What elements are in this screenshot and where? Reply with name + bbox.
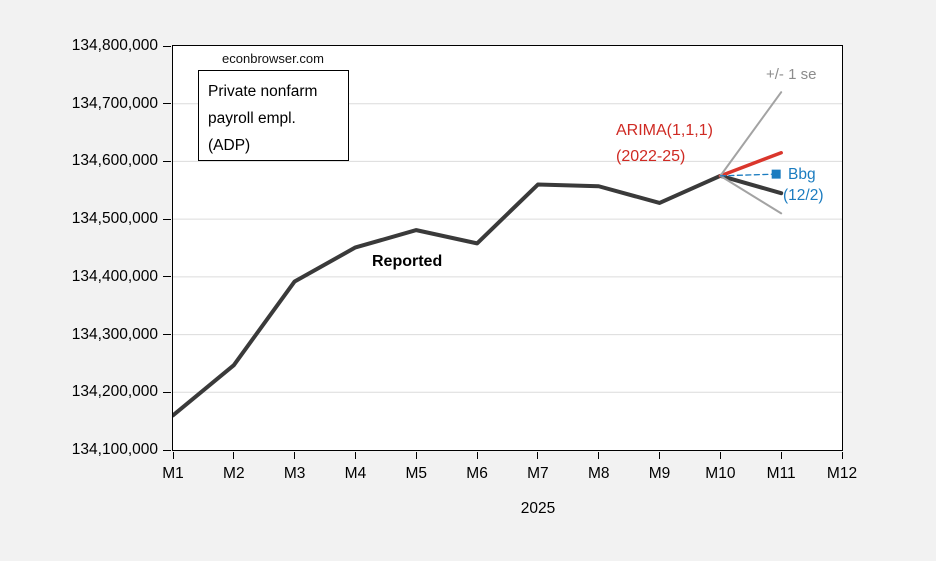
x-tick-label: M12 <box>826 465 858 482</box>
arima-label-line: ARIMA(1,1,1) <box>616 122 713 139</box>
series--1-se <box>719 174 783 215</box>
series--1-se <box>719 91 783 177</box>
reported-series-label: Reported <box>372 253 443 270</box>
x-tick-label: M3 <box>283 465 306 482</box>
x-tick-label: M5 <box>405 465 428 482</box>
series-arima-1-1-1-2022-25-forecast <box>718 151 783 178</box>
x-tick <box>172 452 174 459</box>
x-tick-label: M9 <box>648 465 671 482</box>
y-tick <box>163 45 171 47</box>
chart-title-line: payroll empl. <box>208 110 296 127</box>
x-tick-label: M2 <box>223 465 245 482</box>
x-tick-label: M7 <box>527 465 549 482</box>
standard-error-label: +/- 1 se <box>766 66 817 83</box>
chart-title-line: (ADP) <box>208 137 251 154</box>
x-tick <box>659 452 661 459</box>
y-tick <box>163 103 171 105</box>
watermark-econbrowser: econbrowser.com <box>222 51 324 66</box>
chart-title-box: Private nonfarm payroll empl. (ADP) <box>198 70 349 161</box>
y-tick <box>163 334 171 336</box>
y-tick-label: 134,100,000 <box>71 441 158 458</box>
series-reported <box>173 173 784 418</box>
y-tick <box>163 449 171 451</box>
chart-title-line: Private nonfarm <box>208 83 318 100</box>
x-tick <box>537 452 539 459</box>
arima-series-label: ARIMA(1,1,1) (2022-25) <box>616 118 713 170</box>
x-tick-label: M10 <box>705 465 736 482</box>
x-tick <box>841 452 843 459</box>
x-tick <box>476 452 478 459</box>
x-tick <box>415 452 417 459</box>
x-axis-title: 2025 <box>520 500 556 517</box>
y-tick <box>163 391 171 393</box>
y-tick-label: 134,200,000 <box>71 383 158 401</box>
x-tick-label: M11 <box>766 465 796 482</box>
y-tick-label: 134,400,000 <box>71 267 158 285</box>
x-tick <box>354 452 356 459</box>
arima-label-line: (2022-25) <box>616 148 686 165</box>
x-tick <box>719 452 721 459</box>
chart-canvas <box>173 91 842 418</box>
y-tick-label: 134,500,000 <box>71 210 158 228</box>
series-bbg-12-2-connector <box>719 173 777 177</box>
x-tick-label: M1 <box>162 465 184 482</box>
x-tick <box>598 452 600 459</box>
x-tick <box>780 452 782 459</box>
x-tick <box>233 452 235 459</box>
y-tick-label: 134,700,000 <box>71 94 158 112</box>
y-tick <box>163 276 171 278</box>
bbg-marker <box>771 169 781 179</box>
y-tick-label: 134,800,000 <box>71 37 158 54</box>
x-tick-label: M4 <box>344 465 367 482</box>
x-tick-label: M8 <box>587 465 610 482</box>
y-tick <box>163 218 171 220</box>
y-tick-label: 134,600,000 <box>71 152 158 170</box>
y-tick-label: 134,300,000 <box>71 325 158 343</box>
y-tick <box>163 160 171 162</box>
x-tick-label: M6 <box>466 465 488 482</box>
bloomberg-consensus-date-label: (12/2) <box>783 187 824 204</box>
x-tick <box>294 452 296 459</box>
bloomberg-consensus-label: Bbg <box>788 166 816 183</box>
